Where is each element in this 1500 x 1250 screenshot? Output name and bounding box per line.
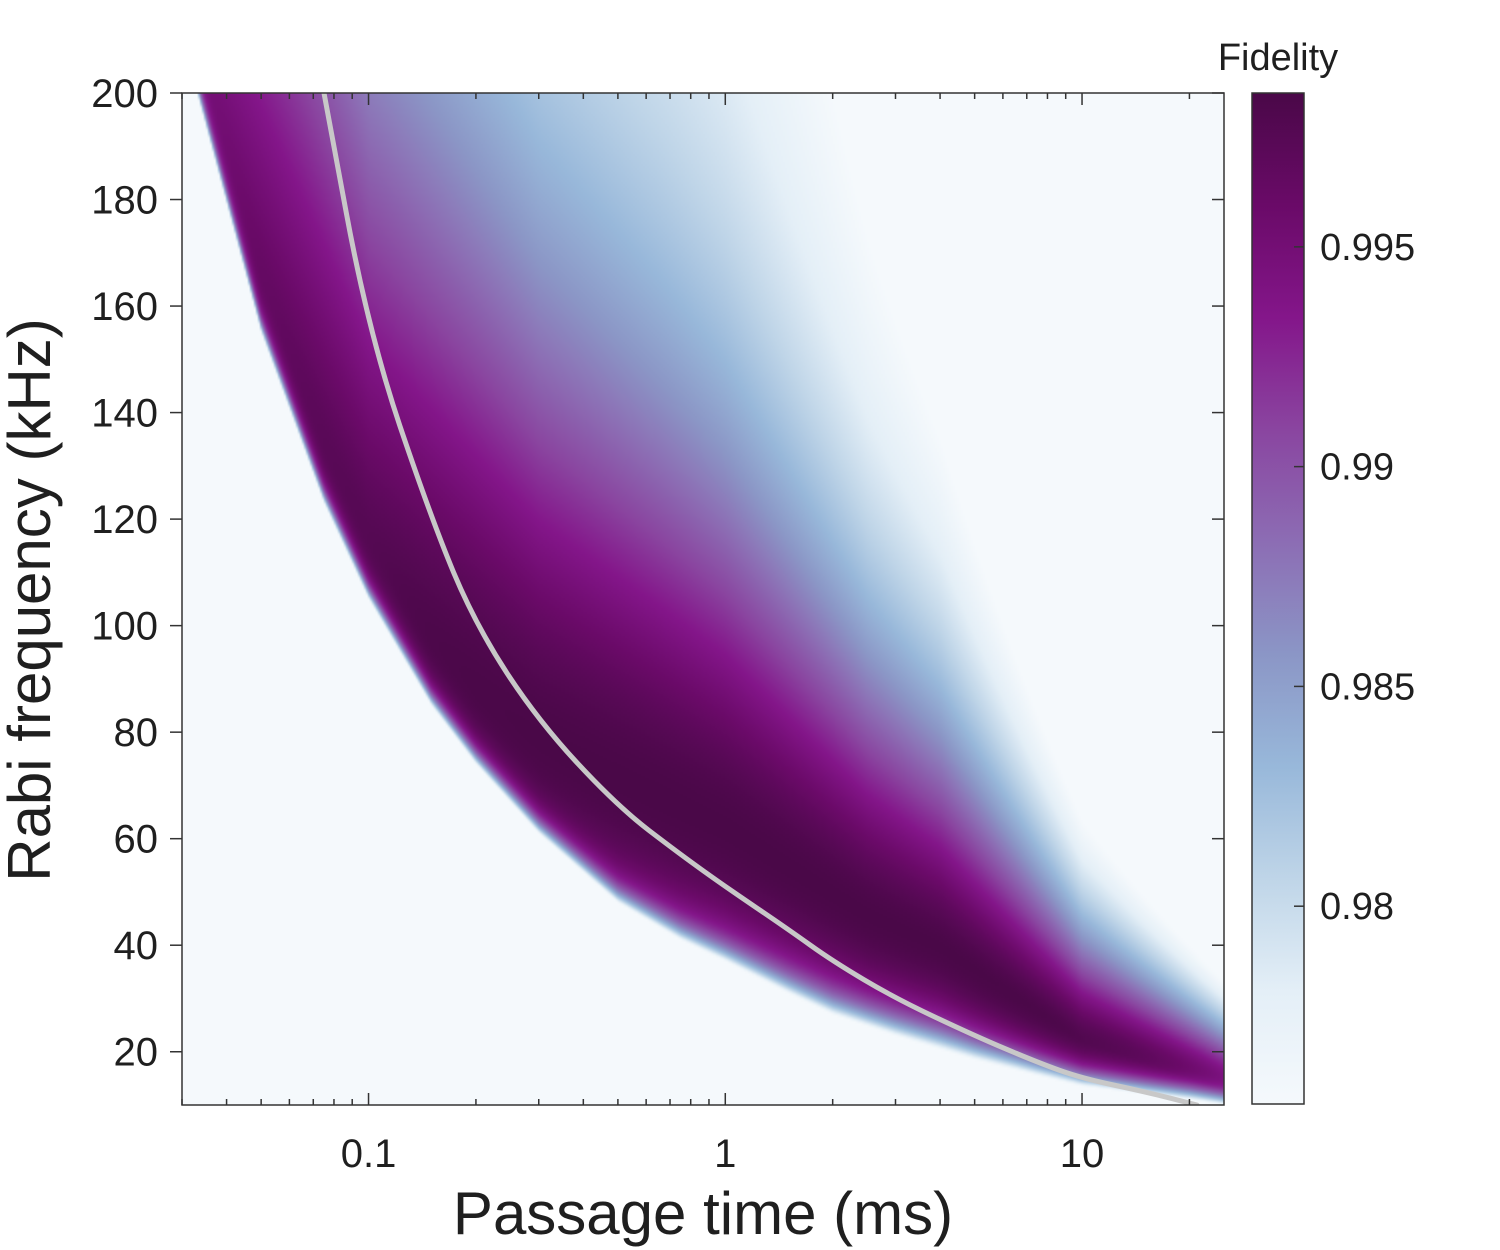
optimal-passage-curve xyxy=(321,93,1200,1105)
plot-frame xyxy=(181,92,1225,1106)
y-tick-label: 60 xyxy=(114,818,159,862)
colorbar-title: Fidelity xyxy=(1218,37,1338,79)
y-tick-label: 140 xyxy=(91,392,158,436)
y-tick-label: 100 xyxy=(91,605,158,649)
y-axis-ticks: 20 40 60 80 100 120 140 160 180 200 xyxy=(91,72,1224,1075)
y-tick-label: 20 xyxy=(114,1031,159,1075)
colorbar-tick-label: 0.99 xyxy=(1320,447,1394,489)
x-tick-label: 1 xyxy=(714,1132,736,1176)
x-axis-ticks: 0.1 1 10 xyxy=(181,93,1191,1176)
y-tick-label: 80 xyxy=(114,711,159,755)
y-tick-label: 200 xyxy=(91,72,158,116)
colorbar-tick-label: 0.98 xyxy=(1320,886,1394,928)
x-tick-label: 10 xyxy=(1060,1132,1105,1176)
y-tick-label: 160 xyxy=(91,285,158,329)
colorbar-gradient xyxy=(1251,92,1305,1105)
y-tick-label: 180 xyxy=(91,179,158,223)
y-tick-label: 120 xyxy=(91,498,158,542)
colorbar: 0.98 0.985 0.99 0.995 Fidelity xyxy=(1218,37,1415,1105)
colorbar-tick-label: 0.995 xyxy=(1320,227,1415,269)
colorbar-ticks: 0.98 0.985 0.99 0.995 xyxy=(1294,227,1415,928)
y-tick-label: 40 xyxy=(114,924,159,968)
colorbar-tick-label: 0.985 xyxy=(1320,666,1415,708)
x-axis-label: Passage time (ms) xyxy=(453,1180,953,1247)
y-axis-label: Rabi frequency (kHz) xyxy=(0,318,63,882)
x-tick-label: 0.1 xyxy=(341,1132,397,1176)
plot-area: 0.1 1 10 20 40 60 80 100 120 140 160 180 200 xyxy=(91,72,1225,1176)
heatmap-image xyxy=(182,93,1224,1105)
